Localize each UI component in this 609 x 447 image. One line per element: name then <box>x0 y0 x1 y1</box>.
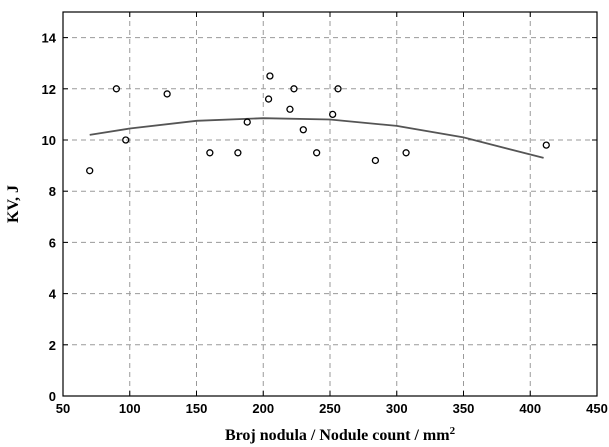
y-tick-label: 12 <box>42 82 56 97</box>
y-tick-label: 0 <box>49 389 56 404</box>
x-tick-label: 100 <box>119 401 141 416</box>
x-tick-label: 250 <box>319 401 341 416</box>
data-point <box>312 149 321 157</box>
x-axis-label-superscript: 2 <box>450 425 456 437</box>
x-tick-label: 450 <box>586 401 608 416</box>
x-tick-label: 150 <box>186 401 208 416</box>
y-tick-label: 8 <box>49 184 56 199</box>
fit-curve <box>89 117 544 159</box>
x-tick-label: 200 <box>252 401 274 416</box>
data-point <box>266 72 274 80</box>
data-point <box>243 118 251 126</box>
data-point <box>264 95 273 103</box>
data-point <box>329 110 337 119</box>
axis-ticks <box>62 12 598 397</box>
data-point <box>234 149 242 157</box>
y-tick-label: 2 <box>49 338 56 353</box>
y-tick-labels: 0 2 4 6 8 10 12 14 <box>42 31 57 404</box>
y-tick-label: 6 <box>49 235 56 250</box>
data-point <box>299 126 307 134</box>
data-point <box>290 85 298 93</box>
x-axis-label: Broj nodula / Nodule count / mm2 <box>225 425 456 444</box>
data-point <box>542 141 550 149</box>
data-point <box>402 149 410 157</box>
x-tick-label: 50 <box>56 401 70 416</box>
x-gridlines <box>129 12 531 396</box>
x-tick-labels: 50 100 150 200 250 300 350 400 450 <box>56 401 608 416</box>
data-point <box>286 105 294 113</box>
data-point <box>122 136 130 144</box>
y-tick-label: 10 <box>42 133 56 148</box>
data-point <box>334 85 342 93</box>
x-tick-label: 400 <box>519 401 541 416</box>
data-point <box>163 90 171 98</box>
data-points <box>86 72 550 175</box>
data-point <box>112 85 121 93</box>
y-axis-label: KV, J <box>5 185 22 223</box>
x-tick-label: 350 <box>453 401 475 416</box>
y-gridlines <box>63 37 597 346</box>
data-point <box>206 149 214 157</box>
y-tick-label: 4 <box>49 287 57 302</box>
x-tick-label: 300 <box>386 401 408 416</box>
data-point <box>86 167 94 175</box>
data-point <box>371 156 380 165</box>
y-tick-label: 14 <box>42 31 57 46</box>
